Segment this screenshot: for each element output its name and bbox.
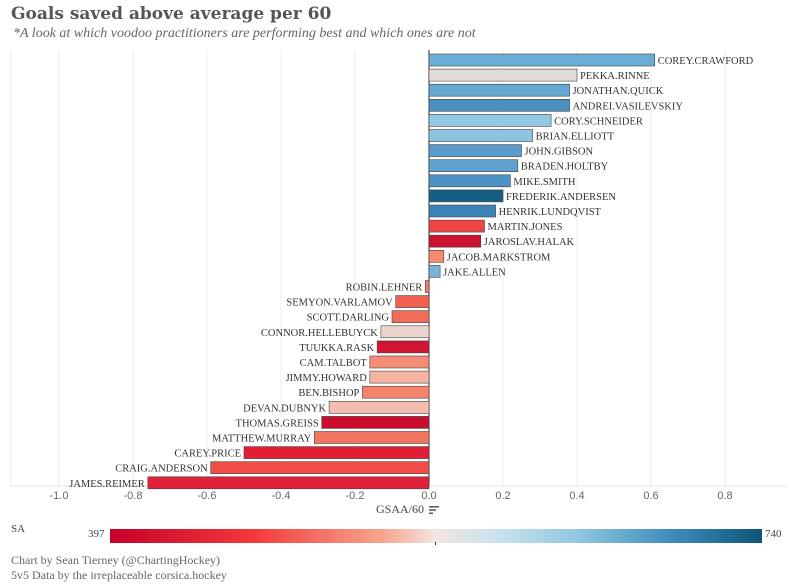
color-legend-min: 397	[88, 528, 105, 540]
bar[interactable]	[424, 280, 430, 293]
bar[interactable]	[428, 204, 496, 218]
x-tick-label: -0.6	[198, 490, 217, 502]
bar-label: ANDREI.VASILEVSKIY	[573, 101, 684, 112]
color-legend-title: SA	[11, 523, 26, 535]
bar-label: BRIAN.ELLIOTT	[536, 132, 615, 143]
bar-label: THOMAS.GREISS	[236, 418, 319, 429]
bar-chart: COREY.CRAWFORD PEKKA.RINNE JONATHAN.QUICK A…	[10, 50, 787, 516]
bar-label: HENRIK.LUNDQVIST	[499, 207, 602, 218]
x-tick-label: 0.8	[717, 490, 732, 502]
bar-label: MATTHEW.MURRAY	[212, 434, 312, 445]
bar[interactable]	[428, 234, 482, 248]
bar[interactable]	[321, 416, 430, 429]
x-tick-label: -0.4	[272, 490, 291, 502]
x-tick-label: -0.2	[346, 490, 365, 502]
x-axis-title: GSAA/60	[376, 502, 424, 516]
bar[interactable]	[391, 310, 430, 324]
x-tick-label: 0.0	[421, 490, 436, 502]
x-tick-label: -0.8	[124, 490, 143, 502]
bar-label: BEN.BISHOP	[298, 388, 359, 399]
bar-labels: COREY.CRAWFORD PEKKA.RINNE JONATHAN.QUICK A…	[69, 56, 753, 490]
bar[interactable]	[428, 83, 570, 97]
color-legend-gradient[interactable]	[110, 529, 762, 543]
bar-label: CAREY.PRICE	[174, 449, 241, 460]
bar-label: JAMES.REIMER	[69, 479, 145, 490]
bar-label: JOHN.GIBSON	[525, 147, 594, 158]
bar-label: FREDERIK.ANDERSEN	[506, 192, 616, 203]
bar-label: SCOTT.DARLING	[307, 313, 390, 324]
bar-label: ROBIN.LEHNER	[346, 283, 423, 294]
x-tick-label: 0.6	[643, 490, 658, 502]
bar-label: CRAIG.ANDERSON	[115, 464, 208, 475]
chart-credit: Chart by Sean Tierney (@ChartingHockey)	[11, 553, 221, 567]
bar[interactable]	[362, 385, 430, 399]
bar-label: MIKE.SMITH	[513, 177, 576, 188]
bar[interactable]	[243, 446, 430, 459]
x-tick-label: 0.2	[495, 490, 510, 502]
sort-icon[interactable]	[428, 505, 440, 515]
bar[interactable]	[369, 370, 430, 384]
bar-label: JIMMY.HOWARD	[286, 373, 368, 384]
bar[interactable]	[428, 144, 522, 157]
bar[interactable]	[147, 476, 430, 490]
bar[interactable]	[313, 431, 430, 444]
bar-label: SEMYON.VARLAMOV	[286, 298, 393, 309]
bar[interactable]	[376, 340, 430, 354]
x-tick-label: 0.4	[569, 490, 584, 502]
bar[interactable]	[428, 53, 655, 67]
bar-label: CONNOR.HELLEBUYCK	[261, 328, 378, 339]
bar-label: CAM.TALBOT	[300, 358, 368, 369]
bar[interactable]	[328, 400, 430, 414]
bar-label: JAKE.ALLEN	[443, 267, 506, 278]
bar-label: MARTIN.JONES	[488, 222, 563, 233]
bar[interactable]	[428, 265, 441, 278]
bar-label: BRADEN.HOLTBY	[521, 162, 609, 173]
bar[interactable]	[380, 325, 430, 339]
bar-label: JACOB.MARKSTROM	[447, 252, 551, 263]
bar[interactable]	[210, 461, 430, 475]
bar[interactable]	[428, 114, 552, 127]
chart-title: Goals saved above average per 60	[11, 4, 332, 24]
bar[interactable]	[428, 219, 485, 233]
bar[interactable]	[395, 295, 430, 308]
bars	[147, 53, 655, 490]
bar[interactable]	[428, 129, 533, 142]
bar-label: DEVAN.DUBNYK	[243, 403, 326, 414]
bar[interactable]	[428, 68, 578, 82]
bar[interactable]	[428, 250, 445, 263]
bar[interactable]	[428, 174, 511, 188]
bar[interactable]	[428, 159, 519, 172]
chart-subtitle: *A look at which voodoo practitioners ar…	[13, 26, 476, 41]
x-axis-ticks: -1.0 -0.8 -0.6 -0.4 -0.2 0.0 0.2 0.4 0.6 0.8	[50, 490, 733, 502]
bar[interactable]	[369, 355, 430, 369]
bar-label: PEKKA.RINNE	[580, 71, 650, 82]
bar-label: JAROSLAV.HALAK	[484, 237, 575, 248]
bar-label: JONATHAN.QUICK	[573, 86, 664, 97]
bar[interactable]	[428, 189, 504, 203]
bar-label: TUUKKA.RASK	[299, 343, 374, 354]
color-legend-max: 740	[765, 528, 782, 540]
bar-label: COREY.CRAWFORD	[658, 56, 754, 67]
bar[interactable]	[428, 99, 570, 112]
x-tick-label: -1.0	[50, 490, 69, 502]
bar-label: CORY.SCHNEIDER	[554, 116, 643, 127]
color-legend-midpoint	[435, 542, 436, 545]
data-credit: 5v5 Data by the irreplaceable corsica.ho…	[11, 568, 227, 582]
